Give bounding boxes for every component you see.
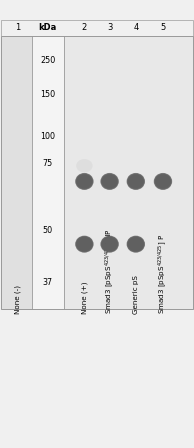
Ellipse shape (102, 238, 117, 250)
Ellipse shape (79, 177, 90, 186)
Ellipse shape (157, 177, 169, 186)
Ellipse shape (79, 240, 90, 249)
Ellipse shape (76, 174, 93, 189)
Ellipse shape (155, 175, 171, 188)
Ellipse shape (78, 176, 91, 187)
Ellipse shape (154, 173, 172, 190)
Ellipse shape (75, 173, 93, 190)
Ellipse shape (130, 177, 142, 186)
Ellipse shape (157, 177, 169, 186)
Text: 37: 37 (42, 278, 53, 287)
Text: kDa: kDa (38, 23, 57, 33)
Ellipse shape (76, 237, 93, 251)
Bar (64, 36, 193, 309)
Ellipse shape (130, 240, 141, 248)
Ellipse shape (104, 240, 115, 249)
Ellipse shape (77, 238, 92, 250)
Ellipse shape (156, 176, 170, 187)
Ellipse shape (127, 237, 144, 252)
Ellipse shape (101, 174, 118, 189)
Ellipse shape (154, 173, 172, 190)
Ellipse shape (100, 173, 119, 190)
Ellipse shape (100, 236, 119, 253)
Ellipse shape (77, 176, 91, 187)
Ellipse shape (104, 240, 115, 248)
Ellipse shape (103, 177, 116, 186)
Ellipse shape (78, 177, 91, 186)
Ellipse shape (103, 239, 116, 249)
Ellipse shape (101, 173, 119, 190)
Ellipse shape (128, 175, 143, 188)
Ellipse shape (101, 237, 118, 251)
Ellipse shape (126, 236, 145, 253)
Bar (1, 36, 32, 309)
Ellipse shape (103, 239, 116, 250)
Ellipse shape (78, 239, 91, 249)
Text: 150: 150 (40, 90, 55, 99)
Ellipse shape (130, 177, 142, 186)
Ellipse shape (75, 173, 94, 190)
Ellipse shape (128, 237, 144, 251)
Ellipse shape (76, 237, 93, 252)
Text: 4: 4 (133, 23, 139, 33)
Text: 50: 50 (42, 226, 53, 235)
Ellipse shape (156, 176, 170, 187)
Ellipse shape (101, 174, 118, 189)
Ellipse shape (77, 175, 92, 188)
Text: 5: 5 (160, 23, 166, 33)
Bar (1, 20, 193, 36)
Ellipse shape (103, 176, 116, 187)
Text: 250: 250 (40, 56, 55, 65)
Ellipse shape (127, 173, 145, 190)
Ellipse shape (156, 175, 170, 188)
Text: 100: 100 (40, 132, 55, 141)
Ellipse shape (128, 238, 143, 250)
Ellipse shape (101, 237, 118, 252)
Text: None (+): None (+) (81, 281, 88, 314)
Ellipse shape (101, 236, 119, 252)
Ellipse shape (104, 177, 115, 186)
Ellipse shape (102, 175, 117, 188)
Text: 3: 3 (107, 23, 112, 33)
Ellipse shape (128, 237, 144, 251)
Bar (32, 36, 64, 309)
Ellipse shape (130, 240, 142, 249)
Text: Smad3 [pSpS$^{423/425}$] NP: Smad3 [pSpS$^{423/425}$] NP (103, 228, 116, 314)
Ellipse shape (103, 238, 117, 250)
Ellipse shape (78, 239, 91, 250)
Ellipse shape (75, 236, 94, 253)
Bar (1, 36, 193, 309)
Ellipse shape (76, 159, 93, 172)
Ellipse shape (127, 174, 144, 189)
Text: Smad3 [pSpS$^{423/425}$] P: Smad3 [pSpS$^{423/425}$] P (157, 233, 169, 314)
Text: 1: 1 (15, 23, 20, 33)
Ellipse shape (79, 240, 90, 248)
Ellipse shape (128, 174, 144, 189)
Text: 75: 75 (42, 159, 53, 168)
Ellipse shape (77, 238, 91, 250)
Ellipse shape (102, 237, 117, 251)
Ellipse shape (130, 239, 142, 249)
Ellipse shape (127, 236, 145, 252)
Ellipse shape (126, 173, 145, 190)
Ellipse shape (129, 176, 142, 187)
Ellipse shape (154, 174, 171, 189)
Text: Generic pS: Generic pS (133, 275, 139, 314)
Ellipse shape (102, 175, 117, 188)
Ellipse shape (129, 176, 143, 187)
Ellipse shape (75, 236, 93, 252)
Text: None (-): None (-) (14, 284, 21, 314)
Ellipse shape (128, 175, 144, 188)
Ellipse shape (77, 175, 92, 188)
Ellipse shape (129, 239, 142, 250)
Text: 2: 2 (82, 23, 87, 33)
Ellipse shape (77, 237, 92, 251)
Ellipse shape (103, 176, 117, 187)
Ellipse shape (76, 174, 93, 189)
Ellipse shape (129, 238, 143, 250)
Ellipse shape (155, 174, 171, 189)
